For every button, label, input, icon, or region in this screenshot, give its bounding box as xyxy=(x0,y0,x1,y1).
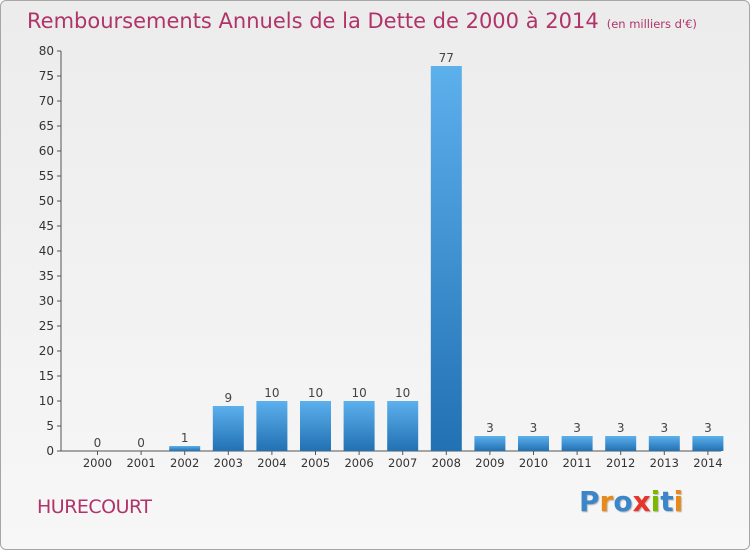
data-label: 3 xyxy=(486,421,494,435)
logo-letter: i xyxy=(650,485,661,518)
data-label: 3 xyxy=(573,421,581,435)
x-tick-label: 2005 xyxy=(301,456,330,470)
y-tick-label: 70 xyxy=(39,94,54,108)
data-label: 10 xyxy=(308,386,323,400)
bar xyxy=(256,401,288,451)
x-tick-label: 2011 xyxy=(562,456,591,470)
chart-title: Remboursements Annuels de la Dette de 20… xyxy=(27,9,697,33)
data-label: 3 xyxy=(617,421,625,435)
x-tick-label: 2006 xyxy=(344,456,373,470)
bar xyxy=(343,401,375,451)
data-labels-group: 0 0 1 9 10 10 10 10 77 3 3 3 3 3 3 xyxy=(94,51,712,450)
x-tick-label: 2014 xyxy=(693,456,722,470)
commune-name: HURECOURT xyxy=(37,496,152,518)
y-tick-label: 15 xyxy=(39,369,54,383)
logo-letter: i xyxy=(673,485,684,518)
logo-letter: r xyxy=(599,485,614,518)
data-label: 10 xyxy=(264,386,279,400)
y-tick-label: 10 xyxy=(39,394,54,408)
data-label: 3 xyxy=(530,421,538,435)
x-tick-label: 2010 xyxy=(519,456,548,470)
x-tick-label: 2003 xyxy=(214,456,243,470)
x-tick-label: 2002 xyxy=(170,456,199,470)
bar xyxy=(300,401,331,451)
data-label: 3 xyxy=(704,421,712,435)
y-tick-label: 40 xyxy=(39,244,54,258)
bar xyxy=(692,436,724,451)
data-label: 3 xyxy=(660,421,668,435)
y-tick-label: 65 xyxy=(39,119,54,133)
y-tick-label: 30 xyxy=(39,294,54,308)
x-axis: 2000 2001 2002 2003 2004 2005 2006 2007 2008 2009… xyxy=(61,450,723,470)
x-tick-label: 2007 xyxy=(388,456,417,470)
y-tick-label: 20 xyxy=(39,344,54,358)
y-tick-label: 25 xyxy=(39,319,54,333)
logo-letter: P xyxy=(579,485,600,518)
data-label: 9 xyxy=(224,391,232,405)
bar xyxy=(561,436,593,451)
y-tick-label: 75 xyxy=(39,69,54,83)
logo-letter: t xyxy=(660,485,674,518)
y-tick-label: 0 xyxy=(46,444,54,458)
data-label: 0 xyxy=(137,436,145,450)
x-tick-label: 2013 xyxy=(650,456,679,470)
chart-subtitle: (en milliers d'€) xyxy=(606,17,697,31)
bar xyxy=(430,66,462,451)
bar xyxy=(518,436,549,451)
bar xyxy=(648,436,680,451)
bar xyxy=(169,446,201,451)
title-text: Remboursements Annuels de la Dette de 20… xyxy=(27,9,599,33)
y-tick-label: 60 xyxy=(39,144,54,158)
data-label: 10 xyxy=(351,386,366,400)
data-label: 1 xyxy=(181,431,189,445)
bar xyxy=(474,436,506,451)
y-tick-label: 35 xyxy=(39,269,54,283)
y-tick-label: 50 xyxy=(39,194,54,208)
y-tick-label: 45 xyxy=(39,219,54,233)
logo-letter: o xyxy=(613,485,633,518)
proxiti-logo: Proxiti xyxy=(579,485,683,518)
y-axis: 0 5 10 15 20 25 30 35 40 45 50 55 60 65 70 75 80 xyxy=(39,44,62,458)
data-label: 0 xyxy=(94,436,102,450)
logo-letter: x xyxy=(632,485,651,518)
y-tick-label: 55 xyxy=(39,169,54,183)
x-tick-label: 2009 xyxy=(475,456,504,470)
x-tick-label: 2008 xyxy=(432,456,461,470)
bar xyxy=(212,406,244,451)
bar xyxy=(605,436,637,451)
data-label: 10 xyxy=(395,386,410,400)
y-tick-label: 5 xyxy=(46,419,54,433)
y-tick-label: 80 xyxy=(39,44,54,58)
x-tick-label: 2001 xyxy=(126,456,155,470)
x-tick-label: 2012 xyxy=(606,456,635,470)
data-label: 77 xyxy=(439,51,454,65)
x-tick-label: 2000 xyxy=(83,456,112,470)
x-tick-label: 2004 xyxy=(257,456,286,470)
bars-group xyxy=(169,66,724,451)
bar xyxy=(387,401,419,451)
